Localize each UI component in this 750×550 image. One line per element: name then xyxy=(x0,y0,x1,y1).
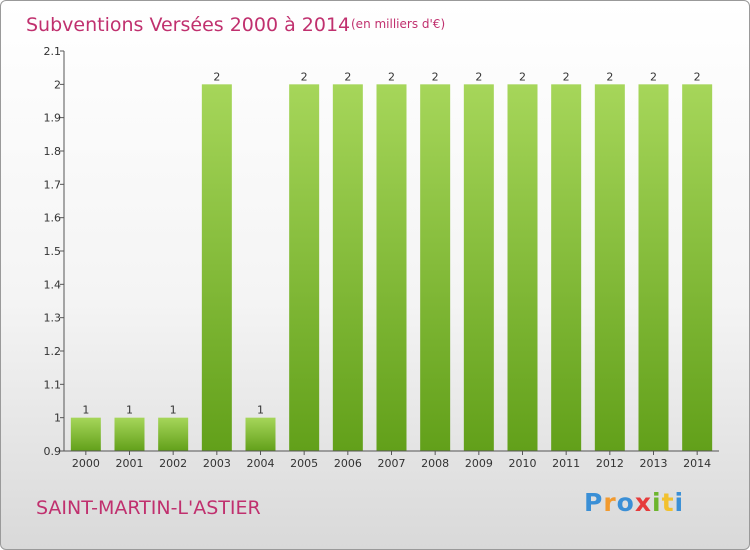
x-axis: 2000 2001 2002 2003 2004 2005 2006 2007 2008 2009… xyxy=(64,450,719,470)
y-tick-label: 2 xyxy=(54,78,61,91)
data-label-2000: 1 xyxy=(82,404,89,417)
bar-2014 xyxy=(682,84,713,451)
y-tick-label: 1.1 xyxy=(44,378,62,391)
data-label-2011: 2 xyxy=(563,70,570,83)
data-label-2002: 1 xyxy=(170,404,177,417)
logo-letter: i xyxy=(652,488,662,517)
bar-2000 xyxy=(70,417,101,451)
x-tick-label-2005: 2005 xyxy=(290,457,318,470)
data-label-2007: 2 xyxy=(388,70,395,83)
y-tick-label: 1.8 xyxy=(44,145,62,158)
x-tick-label-2004: 2004 xyxy=(247,457,275,470)
bar-2013 xyxy=(638,84,669,451)
x-tick-label-2013: 2013 xyxy=(640,457,668,470)
y-tick-label: 1.3 xyxy=(44,312,62,325)
y-axis: 0.9 1 1.1 1.2 1.3 1.4 1.5 1.6 1.7 1.8 1.9 2 2.1 xyxy=(44,45,65,458)
y-tick-label: 1.2 xyxy=(44,345,62,358)
x-tick-label-2007: 2007 xyxy=(378,457,406,470)
bar-2004 xyxy=(245,417,276,451)
bar-2011 xyxy=(551,84,582,451)
bar-2001 xyxy=(114,417,145,451)
chart-title: Subventions Versées 2000 à 2014 xyxy=(26,14,350,36)
x-tick-label-2010: 2010 xyxy=(509,457,537,470)
x-tick-label-2008: 2008 xyxy=(421,457,449,470)
x-tick-label-2011: 2011 xyxy=(552,457,580,470)
x-tick-label-2012: 2012 xyxy=(596,457,624,470)
y-tick-label: 1.6 xyxy=(44,212,62,225)
y-tick-label: 2.1 xyxy=(44,45,62,58)
x-tick-label-2000: 2000 xyxy=(72,457,100,470)
logo-letter: P xyxy=(584,488,604,517)
bar-2006 xyxy=(332,84,363,451)
data-label-2010: 2 xyxy=(519,70,526,83)
bars-group: 1 1 1 2 1 2 2 2 2 2 2 2 2 2 2 xyxy=(70,70,713,451)
logo-letter: i xyxy=(674,488,685,517)
bar-2003 xyxy=(201,84,232,451)
x-tick-label-2009: 2009 xyxy=(465,457,493,470)
x-tick-label-2006: 2006 xyxy=(334,457,362,470)
data-label-2013: 2 xyxy=(650,70,657,83)
x-tick-label-2001: 2001 xyxy=(116,457,144,470)
bar-2007 xyxy=(376,84,407,451)
bar-2010 xyxy=(507,84,538,451)
data-label-2005: 2 xyxy=(301,70,308,83)
y-tick-label: 1 xyxy=(54,412,61,425)
bar-2009 xyxy=(463,84,494,451)
y-tick-label: 1.5 xyxy=(44,245,62,258)
y-tick-label: 1.7 xyxy=(44,178,62,191)
data-label-2014: 2 xyxy=(694,70,701,83)
logo-letter: o xyxy=(616,488,635,517)
bar-2008 xyxy=(420,84,451,451)
commune-name: SAINT-MARTIN-L'ASTIER xyxy=(36,497,261,519)
data-label-2003: 2 xyxy=(213,70,220,83)
chart-subtitle: (en milliers d'€) xyxy=(351,17,445,31)
data-label-2009: 2 xyxy=(475,70,482,83)
data-label-2008: 2 xyxy=(432,70,439,83)
logo-letter: t xyxy=(661,488,675,517)
logo-letter: r xyxy=(603,488,617,517)
x-tick-label-2002: 2002 xyxy=(159,457,187,470)
data-label-2006: 2 xyxy=(344,70,351,83)
bar-2002 xyxy=(158,417,189,451)
proxiti-logo: Proxiti xyxy=(584,488,684,517)
data-label-2001: 1 xyxy=(126,404,133,417)
y-tick-label: 0.9 xyxy=(44,445,62,458)
y-tick-label: 1.9 xyxy=(44,112,62,125)
data-label-2012: 2 xyxy=(606,70,613,83)
bar-2005 xyxy=(289,84,320,451)
x-tick-label-2014: 2014 xyxy=(683,457,711,470)
logo-letter: x xyxy=(634,488,652,517)
data-label-2004: 1 xyxy=(257,404,264,417)
bar-2012 xyxy=(594,84,625,451)
x-tick-label-2003: 2003 xyxy=(203,457,231,470)
y-tick-label: 1.4 xyxy=(44,278,62,291)
